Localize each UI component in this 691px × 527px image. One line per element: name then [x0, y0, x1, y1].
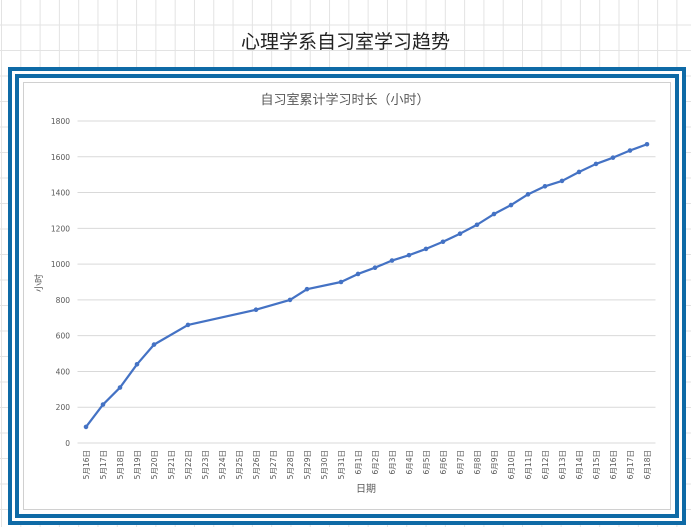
- y-axis-title: 小时: [33, 274, 45, 292]
- data-point: [508, 202, 514, 208]
- data-point: [406, 252, 412, 258]
- data-point: [134, 361, 140, 367]
- y-tick-label: 200: [56, 403, 71, 412]
- x-tick-label: 6月11日: [524, 450, 533, 479]
- x-tick-label: 6月16日: [609, 450, 618, 479]
- x-tick-label: 5月30日: [320, 450, 329, 479]
- y-tick-label: 800: [56, 296, 71, 305]
- x-tick-label: 6月3日: [388, 450, 397, 475]
- x-tick-label: 5月26日: [252, 450, 261, 479]
- x-tick-label: 5月17日: [99, 450, 108, 479]
- data-point: [576, 169, 582, 175]
- chart-title: 自习室累计学习时长（小时）: [260, 92, 429, 108]
- x-tick-label: 6月2日: [371, 450, 380, 475]
- data-point: [610, 155, 616, 160]
- data-point: [457, 231, 463, 236]
- data-point: [389, 258, 395, 263]
- x-tick-label: 6月13日: [558, 450, 567, 479]
- x-tick-label: 6月4日: [405, 450, 414, 475]
- x-tick-label: 5月27日: [269, 450, 278, 479]
- x-tick-label: 5月20日: [150, 450, 159, 479]
- x-tick-label: 5月31日: [337, 450, 346, 479]
- data-point: [644, 141, 650, 147]
- y-tick-label: 1400: [51, 189, 70, 198]
- chart-area[interactable]: [23, 82, 671, 510]
- data-point: [627, 148, 633, 153]
- x-tick-label: 5月23日: [201, 450, 210, 479]
- data-point: [287, 297, 293, 303]
- x-axis-title: 日期: [356, 483, 376, 495]
- data-point: [253, 307, 259, 313]
- series-line: [85, 143, 648, 428]
- data-point: [491, 211, 497, 217]
- data-point: [151, 342, 157, 347]
- data-point: [525, 192, 531, 197]
- x-tick-label: 6月6日: [439, 450, 448, 475]
- x-tick-label: 6月14日: [575, 450, 584, 479]
- data-point: [542, 183, 548, 189]
- chart-selection-frame-inner: [15, 74, 679, 518]
- data-point: [355, 271, 361, 277]
- x-tick-label: 5月24日: [218, 450, 227, 479]
- y-tick-label: 1800: [51, 117, 70, 126]
- x-tick-label: 5月21日: [167, 450, 176, 479]
- x-tick-label: 5月19日: [133, 450, 142, 479]
- data-point: [474, 222, 480, 228]
- x-tick-label: 6月10日: [507, 450, 516, 479]
- x-tick-label: 5月16日: [82, 450, 91, 479]
- sheet-title: 心理学系自习室学习趋势: [240, 31, 450, 53]
- x-tick-label: 5月29日: [303, 450, 312, 479]
- x-tick-label: 6月15日: [592, 450, 601, 479]
- data-point: [440, 239, 446, 245]
- x-tick-label: 6月18日: [643, 450, 652, 479]
- x-tick-label: 6月17日: [626, 450, 635, 479]
- x-tick-label: 6月12日: [541, 450, 550, 479]
- chart-selection-frame[interactable]: [8, 67, 686, 525]
- x-tick-label: 6月5日: [422, 450, 431, 475]
- data-point: [117, 385, 123, 390]
- x-tick-label: 6月8日: [473, 450, 482, 475]
- data-point: [83, 424, 89, 430]
- x-tick-label: 5月22日: [184, 450, 193, 479]
- y-tick-label: 600: [56, 332, 71, 341]
- x-tick-label: 6月9日: [490, 450, 499, 475]
- x-tick-label: 6月7日: [456, 450, 465, 475]
- data-point: [185, 322, 191, 328]
- x-tick-label: 5月25日: [235, 450, 244, 479]
- y-tick-label: 1000: [51, 260, 70, 269]
- y-tick-label: 1600: [51, 153, 70, 162]
- y-tick-label: 1200: [51, 224, 70, 233]
- data-point: [304, 286, 310, 292]
- x-tick-label: 6月1日: [354, 450, 363, 475]
- y-tick-label: 400: [56, 367, 71, 376]
- data-point: [559, 178, 565, 184]
- x-tick-label: 5月28日: [286, 450, 295, 479]
- data-point: [338, 279, 344, 285]
- x-tick-label: 5月18日: [116, 450, 125, 479]
- data-point: [593, 161, 599, 167]
- data-point: [100, 402, 106, 407]
- y-tick-label: 0: [65, 439, 70, 448]
- data-point: [372, 265, 378, 270]
- data-point: [423, 246, 429, 252]
